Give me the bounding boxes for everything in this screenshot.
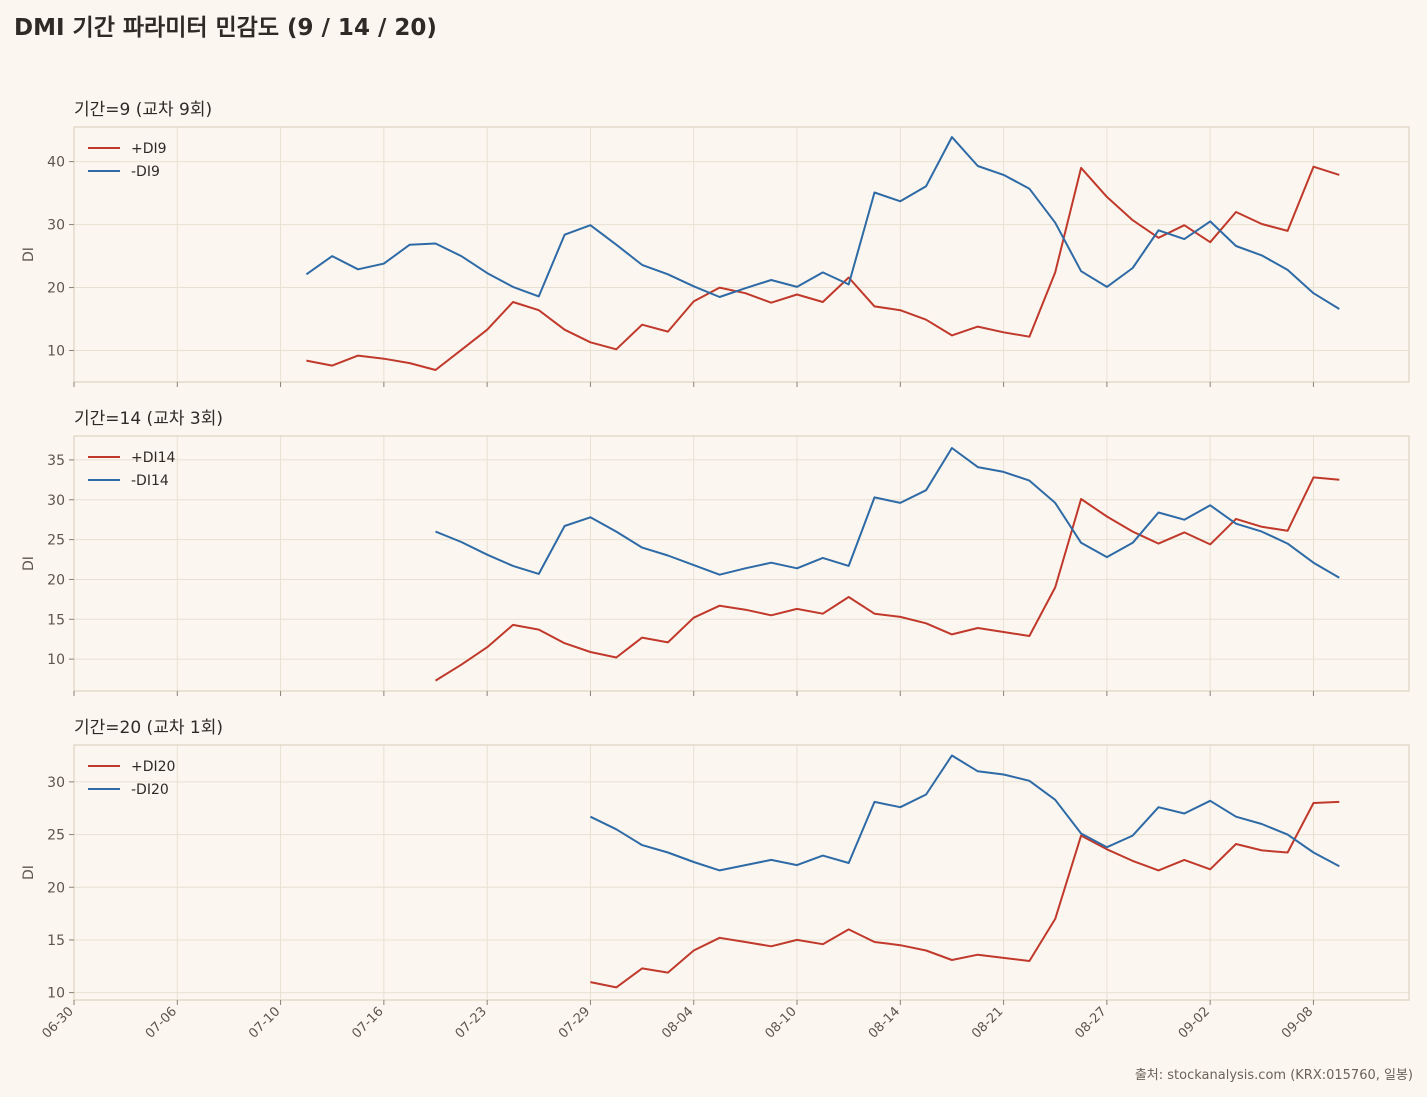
y-tick-label: 20 <box>47 880 65 896</box>
series-line-plusminus-di20 <box>590 800 1340 989</box>
source-note: 출처: stockanalysis.com (KRX:015760, 일봉) <box>1134 1068 1413 1083</box>
x-tick-label: 07-29 <box>556 1004 593 1041</box>
panel-frame <box>73 435 1410 692</box>
x-tick-label: 08-14 <box>866 1004 903 1041</box>
x-tick-label: 07-10 <box>246 1004 283 1041</box>
x-tick-label: 07-06 <box>143 1004 180 1041</box>
panel-1: 기간=9 (교차 9회) 10 20 30 40 DI +DI9 -DI9 <box>21 100 1410 387</box>
plot-area <box>74 436 1409 691</box>
panel-title: 기간=14 (교차 3회) <box>74 409 223 429</box>
legend-label: +DI9 <box>131 141 167 157</box>
y-tick-label: 35 <box>47 453 65 469</box>
legend-label: -DI20 <box>131 782 169 798</box>
y-axis-label: DI <box>21 247 37 262</box>
y-tick-label: 20 <box>47 572 65 588</box>
y-tick-label: 20 <box>47 281 65 297</box>
series-line-plusminus-di14 <box>434 476 1340 682</box>
y-tick-label: 10 <box>47 344 65 360</box>
panel-title: 기간=20 (교차 1회) <box>74 718 223 738</box>
x-tick-label: 06-30 <box>40 1004 77 1041</box>
panel-frame <box>73 126 1410 383</box>
plot-area <box>74 127 1409 382</box>
legend: +DI14 -DI14 <box>88 450 176 489</box>
legend: +DI9 -DI9 <box>88 141 167 180</box>
panel-frame <box>73 744 1410 1001</box>
x-tick-label: 09-02 <box>1176 1004 1213 1041</box>
x-tick-label: 08-27 <box>1072 1004 1109 1041</box>
y-axis-label: DI <box>21 556 37 571</box>
legend-label: +DI20 <box>131 759 175 775</box>
y-tick-label: 25 <box>47 828 65 844</box>
legend-label: -DI14 <box>131 473 169 489</box>
x-tick-label: 08-10 <box>763 1004 800 1041</box>
legend: +DI20 -DI20 <box>88 759 175 798</box>
series-line-minus-di9 <box>305 136 1340 310</box>
series-line-minus-di20 <box>589 754 1340 872</box>
panel-title: 기간=9 (교차 9회) <box>74 100 212 120</box>
x-tick-label: 07-23 <box>453 1004 490 1041</box>
y-tick-label: 15 <box>47 612 65 628</box>
y-tick-label: 10 <box>47 652 65 668</box>
y-tick-label: 10 <box>47 986 65 1002</box>
y-tick-label: 15 <box>47 933 65 949</box>
x-tick-label: 08-21 <box>969 1004 1006 1041</box>
legend-label: -DI9 <box>131 164 160 180</box>
y-axis-label: DI <box>21 865 37 880</box>
series-line-minus-di14 <box>435 447 1340 579</box>
y-tick-label: 25 <box>47 533 65 549</box>
y-tick-label: 30 <box>47 218 65 234</box>
panel-2: 기간=14 (교차 3회) 10 15 20 25 30 35 DI +DI14 -DI14 <box>21 409 1410 696</box>
x-tick-label: 09-08 <box>1279 1004 1316 1041</box>
panel-3: 기간=20 (교차 1회) 10 15 20 25 30 DI +DI20 -DI20 <box>21 718 1410 1005</box>
page-title: DMI 기간 파라미터 민감도 (9 / 14 / 20) <box>14 15 437 41</box>
y-tick-label: 40 <box>47 155 65 171</box>
y-tick-label: 30 <box>47 775 65 791</box>
plot-area <box>74 745 1409 1000</box>
y-tick-label: 30 <box>47 493 65 509</box>
x-tick-label: 08-04 <box>659 1004 696 1041</box>
x-tick-label: 07-16 <box>349 1004 386 1041</box>
legend-label: +DI14 <box>131 450 176 466</box>
